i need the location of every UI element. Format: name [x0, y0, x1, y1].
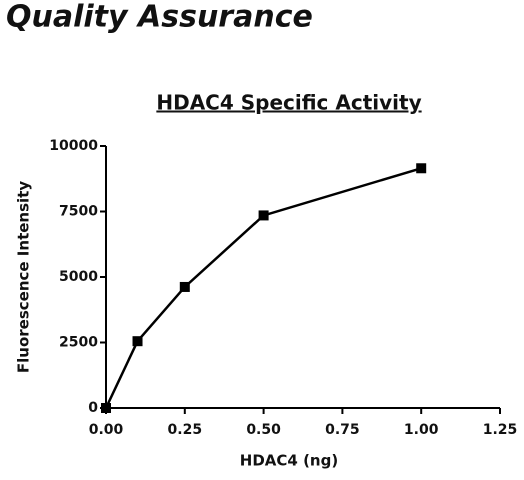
data-point [132, 336, 143, 347]
data-point [258, 210, 269, 221]
x-tick-label: 1.25 [483, 422, 518, 438]
x-tick-label: 0.75 [325, 422, 360, 438]
y-tick-label: 2500 [59, 335, 98, 351]
x-tick-label: 0.50 [246, 422, 281, 438]
data-line [104, 167, 422, 409]
y-axis-label: Fluorescence Intensity [15, 181, 33, 373]
data-point [416, 163, 427, 174]
y-tick-label: 5000 [59, 269, 98, 285]
data-point [101, 403, 111, 413]
data-point [179, 281, 190, 292]
x-tick-label: 1.00 [404, 422, 439, 438]
y-tick-label: 10000 [49, 138, 98, 154]
chart-title: HDAC4 Specific Activity [156, 91, 421, 115]
x-tick-label: 0.00 [89, 422, 124, 438]
x-axis-label: HDAC4 (ng) [240, 452, 338, 470]
page-title: Quality Assurance [6, 0, 313, 35]
x-tick-label: 0.25 [168, 422, 203, 438]
y-tick-label: 0 [88, 400, 98, 416]
y-tick-label: 7500 [59, 204, 98, 220]
